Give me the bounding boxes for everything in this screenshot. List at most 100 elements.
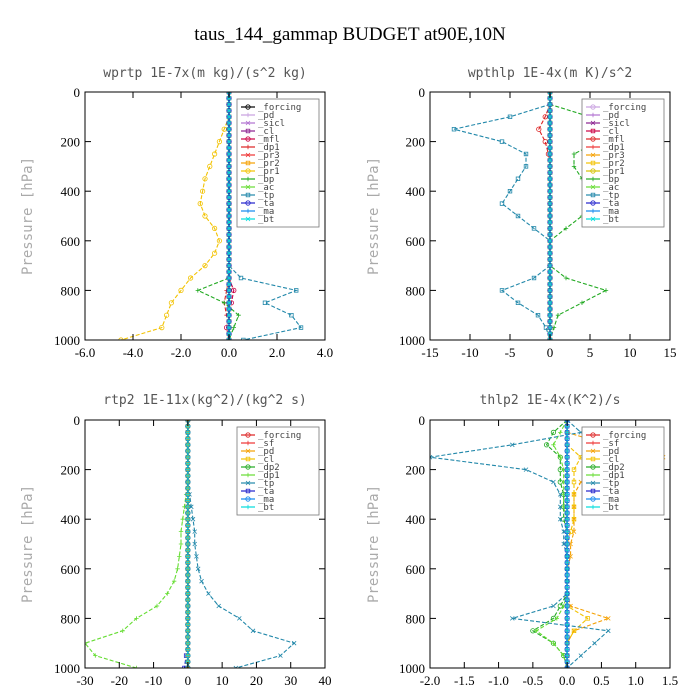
data-point bbox=[547, 201, 553, 206]
data-point bbox=[185, 529, 191, 534]
data-point bbox=[523, 151, 529, 157]
data-point bbox=[515, 176, 521, 181]
y-tick-label: 400 bbox=[61, 184, 81, 199]
data-point bbox=[547, 164, 553, 169]
legend-label: _forcing bbox=[603, 431, 646, 441]
data-point bbox=[226, 170, 232, 175]
y-tick-label: 0 bbox=[74, 413, 81, 428]
legend-box bbox=[236, 426, 320, 516]
data-point bbox=[293, 288, 299, 293]
data-point bbox=[564, 473, 570, 478]
data-point bbox=[547, 188, 553, 194]
x-tick-label: 0.5 bbox=[593, 673, 609, 688]
data-point bbox=[547, 294, 553, 299]
y-tick-label: 800 bbox=[61, 611, 81, 626]
data-point bbox=[289, 312, 294, 318]
legend-marker bbox=[245, 144, 251, 150]
data-point bbox=[510, 616, 515, 621]
data-point bbox=[547, 92, 553, 95]
legend-marker bbox=[245, 440, 251, 446]
data-point bbox=[564, 492, 570, 497]
data-point bbox=[547, 207, 553, 213]
legend-marker bbox=[245, 152, 251, 158]
data-point bbox=[564, 523, 570, 528]
data-point bbox=[178, 529, 184, 534]
y-tick-label: 800 bbox=[406, 283, 426, 298]
data-point bbox=[85, 641, 88, 646]
data-point bbox=[564, 535, 570, 540]
legend-marker bbox=[245, 464, 251, 470]
data-point bbox=[564, 610, 570, 615]
data-point bbox=[571, 151, 577, 157]
legend-marker bbox=[590, 464, 596, 470]
x-tick-label: 0 bbox=[547, 345, 554, 360]
legend-label: _bp bbox=[258, 175, 274, 185]
data-point bbox=[558, 430, 563, 435]
data-point bbox=[564, 647, 570, 652]
legend-label: _tp bbox=[603, 191, 619, 201]
data-point bbox=[216, 238, 222, 244]
legend-label: _forcing bbox=[258, 431, 301, 441]
data-point bbox=[226, 95, 232, 101]
x-tick-label: 20 bbox=[250, 673, 263, 688]
legend-label: _dp2 bbox=[258, 463, 280, 473]
legend-marker bbox=[590, 152, 596, 158]
data-point bbox=[547, 108, 553, 113]
series-line-pr1 bbox=[120, 92, 230, 340]
data-point bbox=[207, 163, 213, 169]
data-point bbox=[507, 114, 513, 119]
data-point bbox=[547, 151, 553, 157]
y-axis-label: Pressure [hPa] bbox=[20, 485, 36, 603]
data-point bbox=[226, 126, 232, 132]
data-point bbox=[231, 287, 237, 293]
data-point bbox=[515, 300, 521, 305]
legend-label: _tp bbox=[603, 479, 619, 489]
chart-panel-3: rtp2 1E-11x(kg^2)/(kg^2 s) Pressure [hPa]… bbox=[20, 393, 332, 688]
legend-label: _cl bbox=[603, 455, 619, 465]
legend-label: _mfl bbox=[258, 135, 280, 145]
data-point bbox=[154, 603, 160, 609]
data-point bbox=[547, 95, 553, 101]
y-tick-label: 600 bbox=[406, 234, 426, 249]
legend-marker bbox=[245, 504, 251, 510]
x-tick-label: -6.0 bbox=[75, 345, 96, 360]
chart-panel-4: thlp2 1E-4x(K^2)/s Pressure [hPa] -2.0 -1.5… bbox=[366, 393, 678, 688]
legend-label: _dp1 bbox=[258, 471, 280, 481]
data-point bbox=[212, 151, 218, 157]
legend-marker bbox=[590, 472, 596, 478]
legend-label: _sicl bbox=[258, 119, 285, 129]
legend-label: _pr2 bbox=[603, 159, 625, 169]
data-point bbox=[178, 287, 184, 293]
data-point bbox=[531, 226, 537, 231]
data-point bbox=[564, 560, 570, 565]
data-point bbox=[451, 127, 457, 132]
legend-marker bbox=[590, 136, 596, 142]
y-tick-label: 0 bbox=[419, 413, 426, 428]
y-tick-label: 0 bbox=[74, 85, 81, 100]
legend-marker bbox=[245, 168, 251, 174]
legend-label: _pd bbox=[258, 447, 274, 457]
y-tick-label: 1000 bbox=[399, 333, 425, 348]
data-point bbox=[226, 108, 232, 113]
data-point bbox=[564, 420, 570, 423]
data-point bbox=[212, 250, 218, 256]
data-point bbox=[547, 331, 553, 337]
data-point bbox=[564, 566, 570, 571]
data-point bbox=[550, 429, 557, 435]
data-point bbox=[555, 313, 561, 318]
data-point bbox=[175, 566, 180, 571]
legend-label: _pd bbox=[603, 447, 619, 457]
legend-label: _ta bbox=[603, 199, 619, 209]
data-point bbox=[564, 498, 570, 503]
data-point bbox=[564, 603, 570, 609]
x-tick-label: -15 bbox=[421, 345, 438, 360]
legend-marker bbox=[245, 488, 251, 494]
data-point bbox=[564, 572, 570, 578]
data-point bbox=[571, 628, 577, 633]
x-tick-label: -20 bbox=[111, 673, 128, 688]
data-point bbox=[226, 325, 232, 330]
data-point bbox=[547, 170, 553, 175]
data-point bbox=[543, 442, 550, 448]
data-point bbox=[547, 269, 553, 275]
data-point bbox=[547, 281, 553, 287]
